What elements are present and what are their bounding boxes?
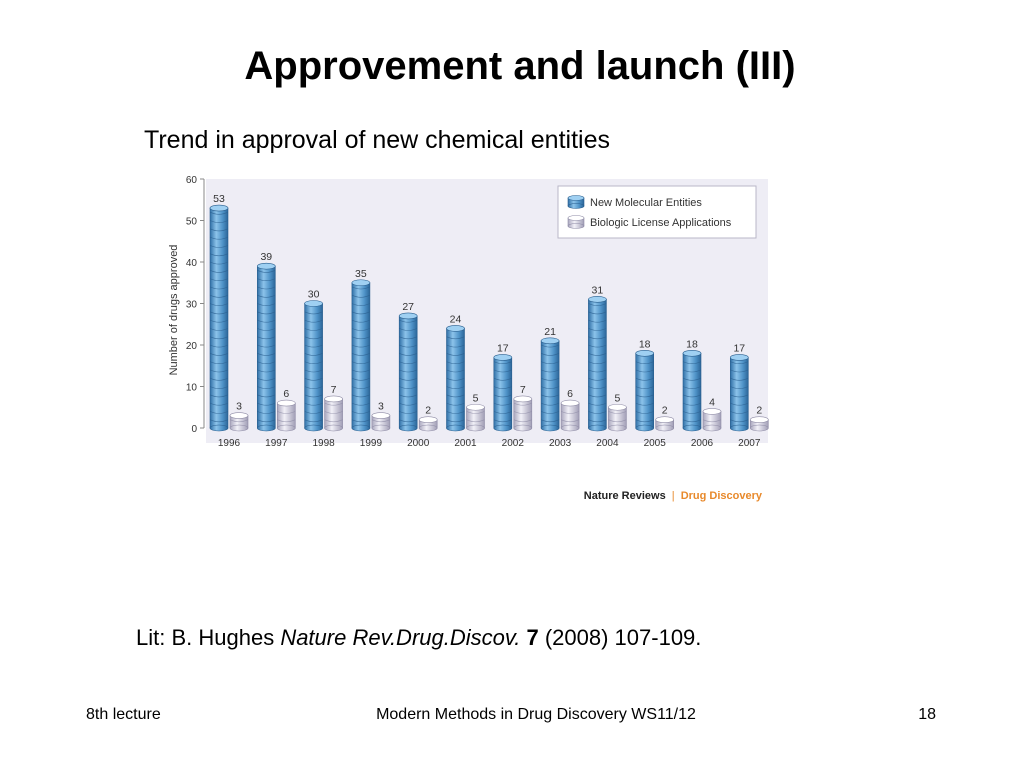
bar-bla-2001 [466, 403, 485, 432]
x-tick-label: 1996 [218, 438, 241, 449]
data-label: 3 [236, 401, 242, 413]
bar-nme-2006 [682, 350, 702, 432]
x-tick-label: 2005 [644, 438, 667, 449]
source-separator: | [672, 490, 675, 502]
data-label: 2 [425, 405, 431, 417]
source-journal: Nature Reviews [584, 490, 666, 502]
x-tick-label: 2000 [407, 438, 430, 449]
data-label: 5 [473, 392, 479, 404]
bar-nme-2005 [635, 350, 655, 432]
slide-title: Approvement and launch (III) [244, 44, 796, 88]
x-tick-label: 2004 [596, 438, 619, 449]
data-label: 6 [283, 388, 289, 400]
data-label: 53 [213, 193, 225, 205]
bar-bla-2007 [749, 416, 769, 432]
data-label: 27 [402, 301, 414, 313]
approvals-bar-chart: Number of drugs approved 0 10 20 30 40 50 60 5… [168, 175, 769, 502]
data-label: 39 [260, 251, 272, 263]
footer-lecture: 8th lecture [86, 706, 161, 723]
x-tick-label: 1997 [265, 438, 288, 449]
chart-caption: Trend in approval of new chemical entiti… [144, 126, 610, 154]
x-tick-label: 2002 [502, 438, 525, 449]
bar-bla-1998 [324, 395, 343, 432]
data-label: 3 [378, 401, 384, 413]
bar-nme-2007 [729, 354, 749, 432]
legend: New Molecular Entities Biologic License A… [557, 185, 757, 239]
x-tick-label: 1998 [312, 438, 335, 449]
x-tick-label: 1999 [360, 438, 383, 449]
data-label: 30 [308, 289, 320, 301]
bar-nme-2003 [540, 337, 560, 432]
bar-nme-1996 [209, 204, 229, 432]
bar-nme-1998 [304, 300, 323, 432]
bar-bla-1999 [371, 412, 391, 432]
y-axis-label: Number of drugs approved [168, 245, 180, 376]
y-tick-label: 30 [186, 300, 198, 311]
data-label: 2 [756, 405, 762, 417]
y-tick-label: 10 [186, 383, 198, 394]
data-label: 17 [497, 342, 509, 354]
source-section: Drug Discovery [681, 490, 763, 502]
bar-nme-2000 [398, 312, 418, 432]
y-tick-label: 40 [186, 258, 198, 269]
literature-reference: Lit: B. Hughes Nature Rev.Drug.Discov. 7… [136, 625, 701, 651]
bar-bla-2003 [560, 399, 580, 432]
data-label: 2 [662, 405, 668, 417]
data-label: 6 [567, 388, 573, 400]
data-label: 17 [733, 342, 745, 354]
reference-rest: (2008) 107-109. [538, 625, 702, 650]
bar-bla-2004 [608, 403, 627, 432]
x-tick-label: 2006 [691, 438, 714, 449]
data-label: 21 [544, 326, 556, 338]
bar-bla-1997 [277, 399, 296, 432]
source-credit: Nature Reviews | Drug Discovery [584, 490, 763, 502]
bar-nme-1999 [351, 279, 371, 432]
legend-label: New Molecular Entities [590, 197, 702, 209]
data-label: 35 [355, 268, 367, 280]
x-tick-label: 2007 [738, 438, 761, 449]
data-label: 7 [331, 384, 337, 396]
bar-bla-2006 [702, 408, 722, 432]
page-number: 18 [918, 706, 936, 723]
data-label: 31 [592, 284, 604, 296]
footer-course: Modern Methods in Drug Discovery WS11/12 [376, 706, 696, 723]
data-label: 5 [614, 392, 620, 404]
bar-bla-2005 [655, 416, 675, 432]
y-tick-label: 60 [186, 175, 198, 186]
x-tick-label: 2003 [549, 438, 572, 449]
bar-bla-2000 [418, 416, 438, 432]
legend-swatch-bla [567, 215, 585, 229]
data-label: 4 [709, 396, 715, 408]
bar-bla-2002 [513, 395, 533, 432]
y-tick-label: 20 [186, 341, 198, 352]
bar-nme-2001 [446, 325, 465, 432]
legend-box [557, 185, 757, 239]
data-label: 18 [686, 338, 698, 350]
bar-nme-2002 [493, 354, 513, 432]
y-tick-label: 0 [191, 424, 197, 435]
reference-prefix: Lit: B. Hughes [136, 625, 281, 650]
bar-nme-2004 [588, 296, 607, 432]
x-tick-label: 2001 [454, 438, 477, 449]
legend-label: Biologic License Applications [590, 217, 732, 229]
data-label: 24 [450, 313, 462, 325]
reference-journal: Nature Rev.Drug.Discov. [280, 625, 521, 650]
reference-volume: 7 [526, 625, 539, 650]
bar-bla-1996 [229, 412, 249, 432]
data-label: 18 [639, 338, 651, 350]
legend-swatch-nme [567, 195, 585, 209]
bar-nme-1997 [257, 262, 276, 432]
data-label: 7 [520, 384, 526, 396]
y-tick-label: 50 [186, 217, 198, 228]
